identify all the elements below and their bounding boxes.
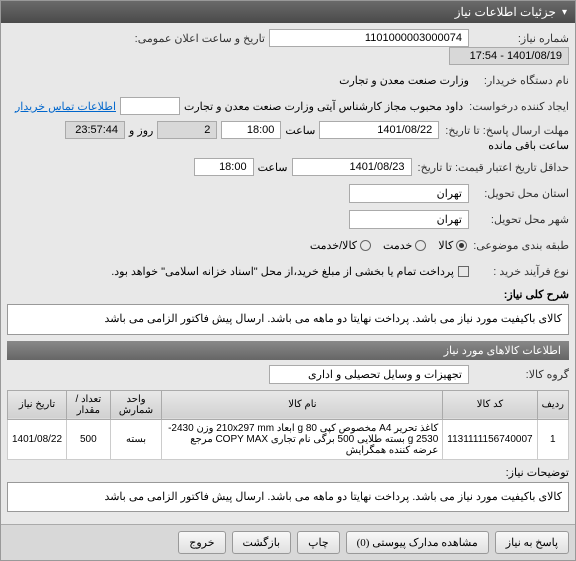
- deadline-time: 18:00: [221, 121, 281, 139]
- buyer-value: وزارت صنعت معدن و تجارت: [339, 74, 469, 87]
- valid-label: حداقل تاریخ اعتبار قیمت: تا تاریخ:: [412, 161, 569, 174]
- location-value: تهران: [349, 184, 469, 203]
- collapse-icon[interactable]: ▾: [562, 7, 567, 18]
- description-label: شرح کلی نیاز:: [7, 288, 569, 301]
- deadline-date: 1401/08/22: [319, 121, 439, 139]
- time-label-2: ساعت: [258, 161, 288, 174]
- button-bar: پاسخ به نیاز مشاهده مدارک پیوستی (0) چاپ…: [1, 524, 575, 560]
- cell-code: 1131111156740007: [443, 419, 537, 459]
- col-name: نام کالا: [162, 390, 443, 419]
- items-header: اطلاعات کالاهای مورد نیاز: [7, 341, 569, 360]
- process-label: نوع فرآیند خرید :: [469, 265, 569, 278]
- days-remain: 2: [157, 121, 217, 139]
- col-unit: واحد شمارش: [110, 390, 162, 419]
- notes-label: توضیحات نیاز:: [7, 466, 569, 479]
- deadline-label: مهلت ارسال پاسخ: تا تاریخ:: [439, 124, 569, 137]
- remain-label: ساعت باقی مانده: [488, 139, 569, 152]
- contact-field: [120, 97, 180, 115]
- days-label: روز و: [129, 124, 153, 137]
- cell-name: کاغذ تحریر A4 مخصوص کپی 80 g ابعاد 210x2…: [162, 419, 443, 459]
- col-code: کد کالا: [443, 390, 537, 419]
- back-button[interactable]: بازگشت: [232, 531, 292, 554]
- radio-goods[interactable]: [456, 240, 467, 251]
- table-header-row: ردیف کد کالا نام کالا واحد شمارش تعداد /…: [8, 390, 569, 419]
- announce-time-value: 1401/08/19 - 17:54: [449, 47, 569, 65]
- group-label: گروه کالا:: [469, 368, 569, 381]
- category-radios: کالا خدمت کالا/خدمت: [310, 239, 467, 252]
- table-row[interactable]: 1 1131111156740007 کاغذ تحریر A4 مخصوص ک…: [8, 419, 569, 459]
- print-button[interactable]: چاپ: [297, 531, 340, 554]
- cell-unit: بسته: [110, 419, 162, 459]
- location-label: استان محل تحویل:: [469, 187, 569, 200]
- city-label: شهر محل تحویل:: [469, 213, 569, 226]
- valid-time: 18:00: [194, 158, 254, 176]
- items-table: ردیف کد کالا نام کالا واحد شمارش تعداد /…: [7, 390, 569, 460]
- col-date: تاریخ نیاز: [8, 390, 67, 419]
- cell-qty: 500: [67, 419, 111, 459]
- need-no-value: 1101000003000074: [269, 29, 469, 47]
- description-box: کالای باکیفیت مورد نیاز می باشد. پرداخت …: [7, 304, 569, 335]
- valid-date: 1401/08/23: [292, 158, 412, 176]
- attachments-button[interactable]: مشاهده مدارک پیوستی (0): [346, 531, 489, 554]
- panel-title: جزئیات اطلاعات نیاز: [455, 5, 556, 19]
- col-qty: تعداد / مقدار: [67, 390, 111, 419]
- time-remain: 23:57:44: [65, 121, 125, 139]
- respond-button[interactable]: پاسخ به نیاز: [495, 531, 569, 554]
- payment-checkbox[interactable]: [458, 266, 469, 277]
- cell-row: 1: [537, 419, 568, 459]
- time-label-1: ساعت: [285, 124, 315, 137]
- requester-label: ایجاد کننده درخواست:: [463, 100, 569, 113]
- group-value: تجهیزات و وسایل تحصیلی و اداری: [269, 365, 469, 384]
- requester-value: داود محبوب مجاز کارشناس آیتی وزارت صنعت …: [184, 100, 463, 113]
- panel-body: شماره نیاز: 1101000003000074 تاریخ و ساع…: [1, 23, 575, 524]
- col-row: ردیف: [537, 390, 568, 419]
- notes-box: کالای باکیفیت مورد نیاز می باشد. پرداخت …: [7, 482, 569, 513]
- panel-header: ▾ جزئیات اطلاعات نیاز: [1, 1, 575, 23]
- radio-both[interactable]: [360, 240, 371, 251]
- announce-time-label: تاریخ و ساعت اعلان عمومی:: [129, 32, 265, 45]
- radio-service[interactable]: [415, 240, 426, 251]
- need-no-label: شماره نیاز:: [469, 32, 569, 45]
- buyer-label: نام دستگاه خریدار:: [469, 74, 569, 87]
- payment-note: پرداخت تمام یا بخشی از مبلغ خرید،از محل …: [111, 265, 454, 278]
- contact-link[interactable]: اطلاعات تماس خریدار: [15, 100, 116, 113]
- category-label: طبقه بندی موضوعی:: [467, 239, 569, 252]
- details-panel: ▾ جزئیات اطلاعات نیاز شماره نیاز: 110100…: [0, 0, 576, 561]
- city-value: تهران: [349, 210, 469, 229]
- exit-button[interactable]: خروج: [178, 531, 225, 554]
- cell-date: 1401/08/22: [8, 419, 67, 459]
